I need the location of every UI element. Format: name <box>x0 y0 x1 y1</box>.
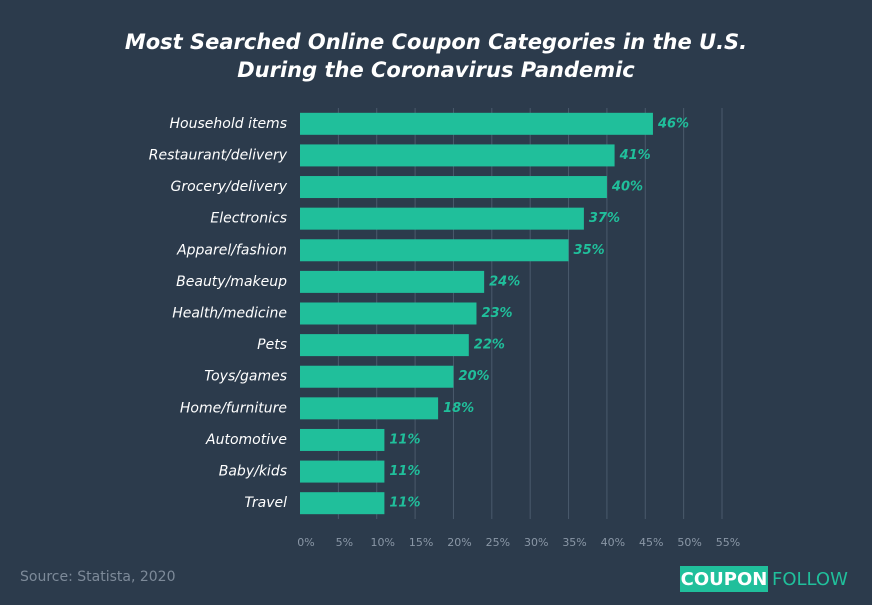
y-tick-label: Automotive <box>205 432 287 448</box>
x-tick-label: 55% <box>716 536 740 549</box>
y-tick-label: Home/furniture <box>180 400 287 416</box>
source: Source: Statista, 2020 <box>20 569 175 585</box>
bar <box>300 302 477 325</box>
bar <box>300 428 385 451</box>
x-tick-label: 15% <box>409 536 433 549</box>
bar <box>300 397 439 420</box>
x-tick-label: 10% <box>371 536 395 549</box>
value-label: 46% <box>657 116 689 131</box>
bar <box>300 239 569 262</box>
y-tick-label: Baby/kids <box>219 464 287 480</box>
chart-title: During the Coronavirus Pandemic <box>237 58 635 82</box>
value-label: 23% <box>481 306 512 321</box>
logo-box <box>680 566 768 592</box>
bar <box>300 334 469 357</box>
y-tick-label: Pets <box>257 337 287 353</box>
x-tick-label: 0% <box>297 536 314 549</box>
y-tick-label: Beauty/makeup <box>176 274 287 290</box>
y-tick-label: Toys/games <box>204 369 287 385</box>
y-tick-label: Grocery/delivery <box>171 179 288 195</box>
value-label: 18% <box>443 401 474 416</box>
value-label: 40% <box>611 180 643 195</box>
x-tick-label: 35% <box>562 536 586 549</box>
logo: COUPON <box>681 569 768 590</box>
x-tick-label: 20% <box>447 536 471 549</box>
x-tick-label: 25% <box>486 536 510 549</box>
bar <box>300 144 615 167</box>
value-label: 11% <box>389 464 420 479</box>
value-label: 11% <box>389 496 420 511</box>
bar <box>300 365 454 388</box>
bar <box>300 270 485 293</box>
chart-title: Most Searched Online Coupon Categories i… <box>125 30 747 54</box>
logo: FOLLOW <box>772 569 848 590</box>
y-tick-label: Household items <box>170 116 287 132</box>
bar <box>300 460 385 483</box>
value-label: 35% <box>574 243 605 258</box>
value-label: 24% <box>489 274 520 289</box>
y-tick-label: Travel <box>244 495 287 511</box>
bar <box>300 112 653 135</box>
value-label: 20% <box>458 369 489 384</box>
y-tick-label: Apparel/fashion <box>176 242 287 258</box>
value-label: 37% <box>589 211 620 226</box>
value-label: 22% <box>474 338 505 353</box>
value-label: 41% <box>619 148 651 163</box>
x-tick-label: 50% <box>677 536 701 549</box>
x-tick-label: 40% <box>601 536 625 549</box>
y-tick-label: Health/medicine <box>172 306 287 322</box>
value-label: 11% <box>389 432 420 447</box>
x-tick-label: 30% <box>524 536 548 549</box>
y-tick-label: Restaurant/delivery <box>149 147 288 163</box>
bar <box>300 176 607 199</box>
x-tick-label: 45% <box>639 536 663 549</box>
x-tick-label: 5% <box>336 536 353 549</box>
bar <box>300 492 385 515</box>
bar <box>300 207 584 230</box>
y-tick-label: Electronics <box>210 211 287 227</box>
